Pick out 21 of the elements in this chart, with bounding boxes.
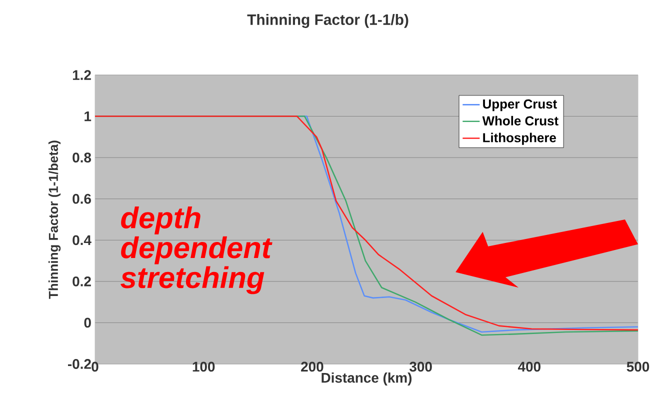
legend-label: Upper Crust bbox=[483, 99, 557, 112]
y-tick-label: 1 bbox=[84, 111, 92, 122]
y-tick-label: 0.8 bbox=[72, 152, 92, 163]
x-tick-label: 0 bbox=[92, 362, 98, 372]
chart-title: Thinning Factor (1-1/b) bbox=[247, 14, 408, 28]
y-tick-label: 0.4 bbox=[72, 235, 92, 246]
x-tick-label: 500 bbox=[626, 362, 650, 372]
annotation: depth dependent stretching bbox=[120, 206, 272, 294]
y-tick-label: 1.2 bbox=[72, 70, 91, 80]
x-tick-label: 400 bbox=[518, 362, 540, 372]
y-tick-label: 0.2 bbox=[72, 276, 91, 286]
x-tick-label: 300 bbox=[409, 362, 432, 372]
y-tick-label: 0.6 bbox=[72, 194, 91, 204]
x-axis-title: Distance (km) bbox=[322, 372, 412, 386]
legend-label: Lithosphere bbox=[483, 132, 556, 145]
x-tick-label: 100 bbox=[192, 362, 215, 372]
legend-label: Whole Crust bbox=[482, 116, 558, 126]
y-axis-title: Thinning Factor (1-1/beta) bbox=[48, 140, 61, 299]
y-tick-label: 0 bbox=[84, 318, 91, 328]
y-tick-label: -0.2 bbox=[68, 359, 91, 369]
x-tick-label: 200 bbox=[301, 362, 324, 372]
